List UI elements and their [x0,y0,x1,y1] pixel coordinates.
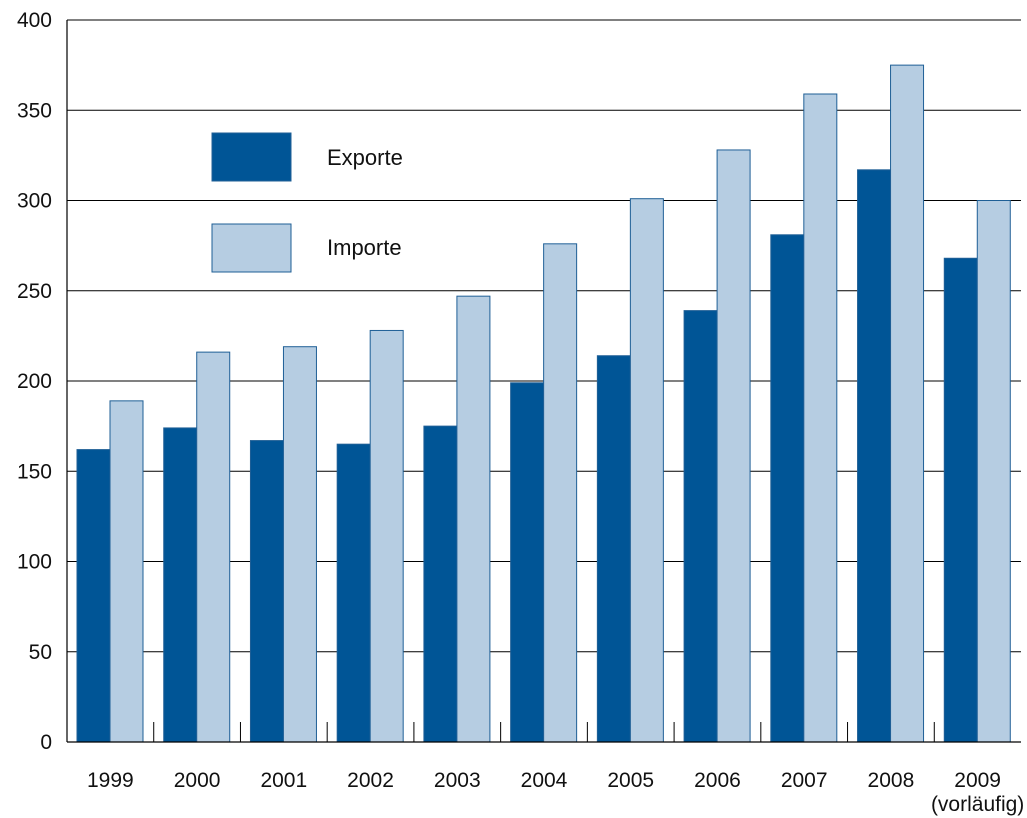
y-tick-labels: 0 50 100 150 200 250 300 350 400 [17,9,52,754]
bar-importe-2005 [629,198,664,743]
y-tick-label: 0 [40,731,52,754]
bar-importe-2009 [976,200,1011,743]
bar-importe-2006 [716,149,751,743]
bar-exporte-1999 [76,449,111,743]
y-tick-label: 100 [17,551,52,574]
x-tick-label: 2006 [694,769,741,792]
bar-importe-2003 [456,295,491,743]
x-tick-label: 2009 [954,769,1001,792]
bar-exporte-2001 [249,440,284,743]
x-tick-labels: 1999 2000 2001 2002 2003 2004 2005 2006 2007 2008… [87,722,1024,816]
bar-importe-2008 [890,64,925,743]
bar-exporte-2007 [770,234,805,743]
legend: Exporte Importe [211,132,403,273]
y-tick-label: 150 [17,460,52,483]
x-tick-label: 2003 [434,769,481,792]
x-tick-label: 2001 [260,769,307,792]
y-tick-label: 250 [17,280,52,303]
y-tick-label: 300 [17,190,52,213]
x-tick-label: 1999 [87,769,134,792]
bar-importe-2001 [282,346,317,743]
bar-exporte-2006 [683,310,718,743]
y-tick-label: 400 [17,9,52,32]
bar-exporte-2009 [943,257,978,743]
y-tick-label: 350 [17,99,52,122]
x-tick-label: 2004 [521,769,568,792]
bar-importe-2007 [803,93,838,743]
bar-importe-1999 [109,400,144,743]
x-tick-label: 2008 [868,769,915,792]
y-tick-label: 200 [17,370,52,393]
bar-importe-2002 [369,329,404,743]
legend-swatch-importe [211,223,292,273]
bar-importe-2000 [196,351,231,743]
bar-exporte-2004 [510,382,545,743]
bar-exporte-2002 [336,443,371,743]
x-tick-label: 2000 [174,769,221,792]
legend-label-importe: Importe [327,235,402,260]
axes [66,20,1021,743]
bar-exporte-2008 [857,169,892,743]
legend-swatch-exporte [211,132,292,182]
x-tick-sublabel: (vorläufig) [931,793,1024,816]
bars [76,64,1011,743]
legend-label-exporte: Exporte [327,145,403,170]
bar-importe-2004 [543,243,578,743]
bar-exporte-2003 [423,425,458,743]
bar-exporte-2005 [596,355,631,743]
y-tick-label: 50 [29,641,52,664]
x-tick-label: 2002 [347,769,394,792]
x-tick-label: 2005 [607,769,654,792]
bar-exporte-2000 [163,427,198,743]
x-tick-label: 2007 [781,769,828,792]
